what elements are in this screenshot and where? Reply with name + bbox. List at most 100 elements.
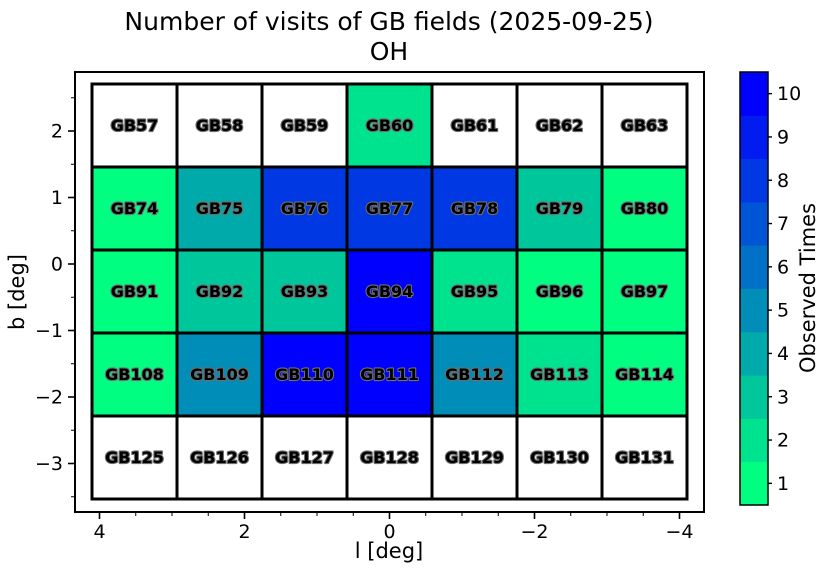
heatmap-cell xyxy=(430,414,519,501)
colorbar-segment xyxy=(740,375,768,419)
heatmap-cell-label: GB94 xyxy=(366,282,414,301)
heatmap-cell xyxy=(600,82,689,169)
heatmap-cell-label: GB113 xyxy=(530,365,589,384)
y-tick-label: 1 xyxy=(51,187,63,209)
colorbar-tick-label: 5 xyxy=(777,300,789,322)
heatmap-cell-label: GB62 xyxy=(536,116,584,135)
heatmap-cell-label: GB77 xyxy=(366,199,414,218)
heatmap-cell-label: GB58 xyxy=(196,116,244,135)
heatmap-cell-label: GB57 xyxy=(111,116,159,135)
x-tick-label: 2 xyxy=(238,521,250,543)
heatmap-cell-label: GB78 xyxy=(451,199,499,218)
colorbar-segment xyxy=(740,461,768,506)
colorbar-label: Observed Times xyxy=(796,203,820,373)
heatmap-cell-label: GB111 xyxy=(360,365,419,384)
y-tick-label: 2 xyxy=(51,121,63,143)
colorbar-segment xyxy=(740,201,768,246)
heatmap-cell xyxy=(600,331,689,418)
heatmap-cell xyxy=(515,165,604,252)
heatmap-cell-label: GB96 xyxy=(536,282,584,301)
x-tick-label: −2 xyxy=(520,521,548,543)
heatmap-cell-label: GB75 xyxy=(196,199,244,218)
colorbar: 1 2 3 4 5 6 7 8 9 10 xyxy=(739,71,801,506)
colorbar-segment xyxy=(740,72,768,116)
colorbar-segment xyxy=(740,245,768,289)
heatmap-cell xyxy=(175,331,264,418)
chart-title: Number of visits of GB fields (2025-09-2… xyxy=(124,7,653,36)
heatmap-cell-label: GB129 xyxy=(445,448,504,467)
heatmap-cell-label: GB61 xyxy=(451,116,499,135)
heatmap-cell xyxy=(90,82,179,169)
heatmap-cell xyxy=(175,248,264,335)
colorbar-segment xyxy=(740,288,768,333)
colorbar-outline xyxy=(739,71,769,506)
heatmap-cell-label: GB76 xyxy=(281,199,329,218)
heatmap-cell xyxy=(260,165,349,252)
heatmap-cell-label: GB125 xyxy=(105,448,164,467)
heatmap-cell-label: GB91 xyxy=(111,282,159,301)
heatmap-cell-label: GB108 xyxy=(105,365,164,384)
colorbar-tick-label: 4 xyxy=(777,343,789,365)
heatmap-cell-label: GB127 xyxy=(275,448,334,467)
heatmap-cell xyxy=(175,82,264,169)
heatmap-cell-label: GB131 xyxy=(615,448,674,467)
heatmap-cell xyxy=(600,165,689,252)
heatmap-cell xyxy=(260,82,349,169)
heatmap-cell xyxy=(90,248,179,335)
y-axis-ticks: 2 1 0 −1 −2 −3 xyxy=(35,97,75,498)
heatmap-cell xyxy=(430,248,519,335)
colorbar-tick-label: 2 xyxy=(777,430,789,452)
heatmap-cell xyxy=(260,248,349,335)
y-tick-label: −1 xyxy=(35,320,63,342)
colorbar-tick-label: 10 xyxy=(777,83,801,105)
heatmap-cell-label: GB110 xyxy=(275,365,334,384)
heatmap-cell xyxy=(90,165,179,252)
heatmap-cell xyxy=(260,414,349,501)
y-tick-label: −3 xyxy=(35,453,63,475)
heatmap-cell-label: GB126 xyxy=(190,448,249,467)
x-axis-label: l [deg] xyxy=(355,539,423,563)
heatmap-cell-label: GB97 xyxy=(621,282,669,301)
heatmap-cell-label: GB80 xyxy=(621,199,669,218)
heatmap-cell xyxy=(600,414,689,501)
heatmap-cell-label: GB60 xyxy=(366,116,414,135)
heatmap-cell xyxy=(345,331,434,418)
colorbar-tick-label: 8 xyxy=(777,170,789,192)
chart-subtitle: OH xyxy=(370,37,408,66)
y-tick-label: −2 xyxy=(35,387,63,409)
heatmap-cell xyxy=(430,331,519,418)
heatmap-cell xyxy=(600,248,689,335)
heatmap-cell-label: GB63 xyxy=(621,116,669,135)
heatmap-cell-label: GB114 xyxy=(615,365,674,384)
colorbar-tick-label: 7 xyxy=(777,213,789,235)
heatmap-cells: GB57 GB58 GB59 GB60 GB61 GB62 GB63 GB74 GB75 GB76… xyxy=(90,82,689,501)
x-tick-label: 0 xyxy=(383,521,395,543)
colorbar-segment xyxy=(740,115,768,160)
heatmap-cell xyxy=(345,248,434,335)
colorbar-segment xyxy=(740,418,768,463)
y-axis-label: b [deg] xyxy=(5,254,29,330)
colorbar-tick-label: 6 xyxy=(777,256,789,278)
heatmap-cell xyxy=(430,165,519,252)
heatmap-cell xyxy=(175,414,264,501)
x-axis-ticks: 4 2 0 −2 −4 xyxy=(93,512,694,543)
colorbar-tick-label: 1 xyxy=(777,473,789,495)
heatmap-cell xyxy=(260,331,349,418)
heatmap-cell-label: GB74 xyxy=(111,199,159,218)
heatmap-cell-label: GB95 xyxy=(451,282,499,301)
x-tick-label: 4 xyxy=(93,521,105,543)
y-tick-label: 0 xyxy=(51,254,63,276)
heatmap-cell-label: GB130 xyxy=(530,448,589,467)
colorbar-tick-label: 3 xyxy=(777,386,789,408)
heatmap-cell-label: GB109 xyxy=(190,365,249,384)
colorbar-segment xyxy=(740,331,768,376)
colorbar-tick-label: 9 xyxy=(777,126,789,148)
colorbar-segment xyxy=(740,158,768,203)
heatmap-cell-label: GB128 xyxy=(360,448,419,467)
heatmap-cell-label: GB92 xyxy=(196,282,244,301)
heatmap-cell xyxy=(90,414,179,501)
heatmap-cell-label: GB93 xyxy=(281,282,329,301)
heatmap-cell-label: GB79 xyxy=(536,199,584,218)
